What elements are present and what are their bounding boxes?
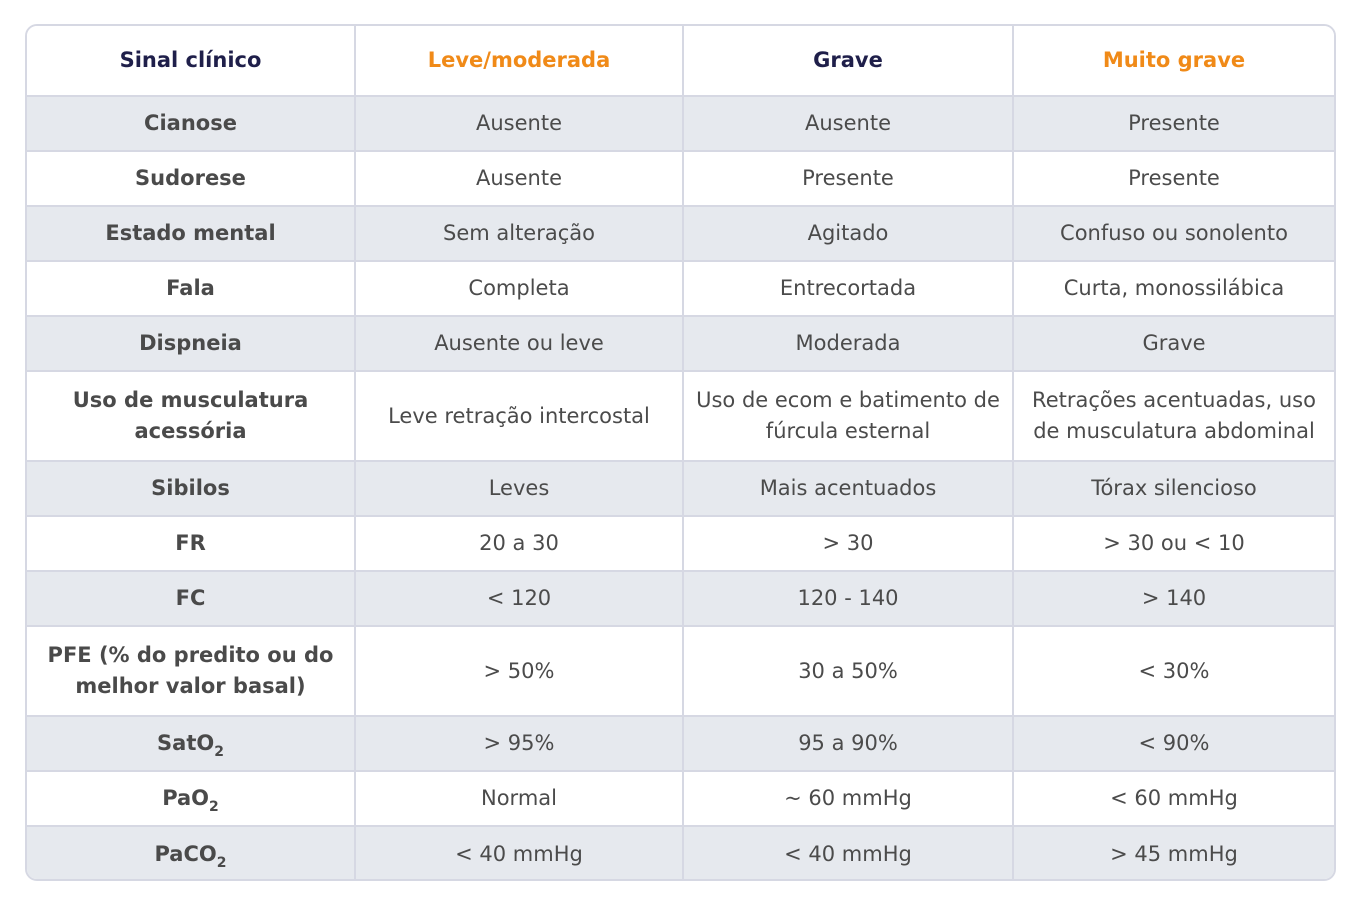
cell-leve: Ausente — [354, 150, 684, 207]
cell-muito-grave: Presente — [1012, 95, 1334, 152]
cell-grave: < 40 mmHg — [682, 825, 1014, 879]
cell-grave: Moderada — [682, 315, 1014, 372]
table-row: Fala Completa Entrecortada Curta, monoss… — [27, 260, 1334, 317]
table-row: PaCO2 < 40 mmHg < 40 mmHg > 45 mmHg — [27, 825, 1334, 879]
cell-muito-grave: > 45 mmHg — [1012, 825, 1334, 879]
table-row: FC < 120 120 - 140 > 140 — [27, 570, 1334, 627]
row-label: Fala — [27, 260, 356, 317]
row-label: Dispneia — [27, 315, 356, 372]
cell-muito-grave: Curta, monossilábica — [1012, 260, 1334, 317]
table-row: PFE (% do predito ou do melhor valor bas… — [27, 625, 1334, 717]
cell-grave: Presente — [682, 150, 1014, 207]
header-grave: Grave — [682, 26, 1014, 97]
cell-leve: > 50% — [354, 625, 684, 717]
table-header-row: Sinal clínico Leve/moderada Grave Muito … — [27, 26, 1334, 97]
cell-grave: Mais acentuados — [682, 460, 1014, 517]
cell-muito-grave: Grave — [1012, 315, 1334, 372]
cell-leve: < 40 mmHg — [354, 825, 684, 879]
table-row: Sibilos Leves Mais acentuados Tórax sile… — [27, 460, 1334, 517]
cell-muito-grave: Presente — [1012, 150, 1334, 207]
cell-grave: 30 a 50% — [682, 625, 1014, 717]
cell-leve: Sem alteração — [354, 205, 684, 262]
cell-grave: 95 a 90% — [682, 715, 1014, 772]
row-label: PFE (% do predito ou do melhor valor bas… — [27, 625, 356, 717]
row-label-subscript: 2 — [216, 854, 227, 871]
cell-grave: > 30 — [682, 515, 1014, 572]
asthma-severity-table-container: Sinal clínico Leve/moderada Grave Muito … — [25, 24, 1336, 881]
row-label: Uso de musculatura acessória — [27, 370, 356, 462]
cell-leve: Leve retração intercostal — [354, 370, 684, 462]
table-row: Uso de musculatura acessória Leve retraç… — [27, 370, 1334, 462]
cell-muito-grave: > 140 — [1012, 570, 1334, 627]
row-label: Sudorese — [27, 150, 356, 207]
cell-leve: Completa — [354, 260, 684, 317]
header-sinal-clinico: Sinal clínico — [27, 26, 356, 97]
cell-grave: 120 - 140 — [682, 570, 1014, 627]
cell-muito-grave: Retrações acentuadas, uso de musculatura… — [1012, 370, 1334, 462]
row-label-main: PaCO — [154, 841, 217, 866]
cell-leve: 20 a 30 — [354, 515, 684, 572]
cell-leve: Normal — [354, 770, 684, 827]
cell-grave: ~ 60 mmHg — [682, 770, 1014, 827]
table-row: FR 20 a 30 > 30 > 30 ou < 10 — [27, 515, 1334, 572]
cell-leve: > 95% — [354, 715, 684, 772]
table-row: PaO2 Normal ~ 60 mmHg < 60 mmHg — [27, 770, 1334, 827]
cell-leve: Ausente — [354, 95, 684, 152]
row-label-main: PaO — [162, 786, 210, 810]
cell-leve: Ausente ou leve — [354, 315, 684, 372]
row-label: FR — [27, 515, 356, 572]
cell-grave: Agitado — [682, 205, 1014, 262]
table-row: Dispneia Ausente ou leve Moderada Grave — [27, 315, 1334, 372]
row-label-subscript: 2 — [214, 744, 224, 760]
row-label: PaCO2 — [27, 825, 356, 879]
table-row: SatO2 > 95% 95 a 90% < 90% — [27, 715, 1334, 772]
cell-muito-grave: Tórax silencioso — [1012, 460, 1334, 517]
cell-grave: Uso de ecom e batimento de fúrcula ester… — [682, 370, 1014, 462]
row-label: FC — [27, 570, 356, 627]
asthma-severity-table: Sinal clínico Leve/moderada Grave Muito … — [27, 26, 1334, 879]
row-label: Sibilos — [27, 460, 356, 517]
cell-muito-grave: < 30% — [1012, 625, 1334, 717]
header-muito-grave: Muito grave — [1012, 26, 1334, 97]
cell-muito-grave: < 90% — [1012, 715, 1334, 772]
row-label: SatO2 — [27, 715, 356, 772]
table-row: Sudorese Ausente Presente Presente — [27, 150, 1334, 207]
row-label: Estado mental — [27, 205, 356, 262]
cell-muito-grave: Confuso ou sonolento — [1012, 205, 1334, 262]
cell-leve: < 120 — [354, 570, 684, 627]
row-label: Cianose — [27, 95, 356, 152]
cell-leve: Leves — [354, 460, 684, 517]
table-row: Cianose Ausente Ausente Presente — [27, 95, 1334, 152]
table-row: Estado mental Sem alteração Agitado Conf… — [27, 205, 1334, 262]
row-label-subscript: 2 — [209, 799, 219, 815]
row-label-main: SatO — [157, 731, 215, 755]
header-leve-moderada: Leve/moderada — [354, 26, 684, 97]
cell-muito-grave: < 60 mmHg — [1012, 770, 1334, 827]
cell-grave: Entrecortada — [682, 260, 1014, 317]
row-label: PaO2 — [27, 770, 356, 827]
cell-muito-grave: > 30 ou < 10 — [1012, 515, 1334, 572]
cell-grave: Ausente — [682, 95, 1014, 152]
